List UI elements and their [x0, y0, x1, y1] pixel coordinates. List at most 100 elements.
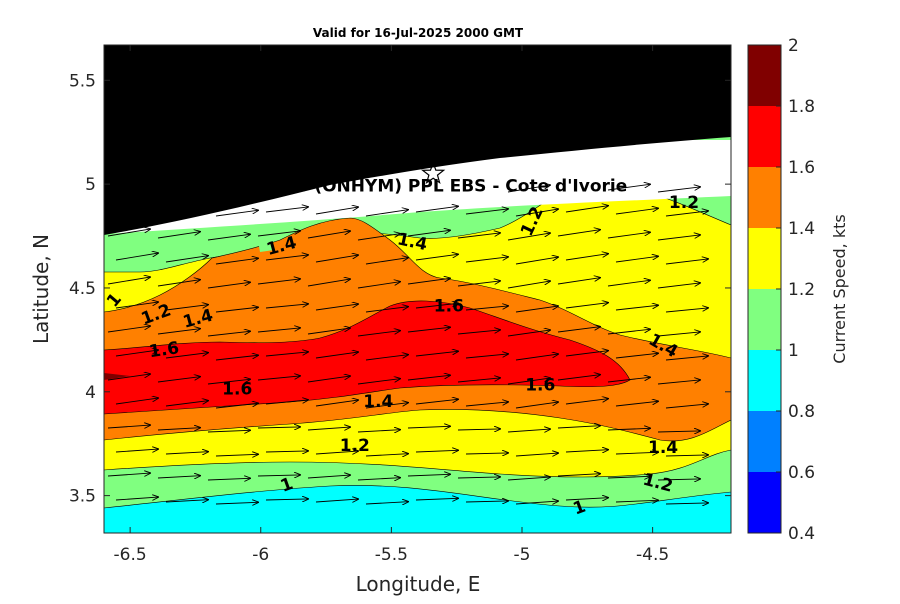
- contour-label: 1.6: [434, 297, 464, 317]
- x-tick-label: -4.5: [636, 545, 669, 565]
- y-tick-label: 5.5: [69, 71, 96, 91]
- contour-label: 1.6: [148, 338, 181, 362]
- current-arrow: [315, 400, 358, 407]
- current-arrow: [607, 377, 650, 383]
- current-arrow: [365, 258, 408, 265]
- current-arrow: [465, 257, 508, 263]
- current-arrow: [465, 306, 508, 311]
- current-arrow: [415, 254, 458, 261]
- current-arrow: [565, 254, 608, 261]
- current-arrow: [607, 329, 650, 335]
- colorbar-tick-label: 1.2: [788, 280, 815, 300]
- current-arrow: [107, 229, 150, 237]
- current-arrow: [357, 234, 400, 241]
- current-arrow: [257, 231, 300, 237]
- current-arrow: [557, 327, 600, 333]
- current-arrow: [665, 356, 708, 361]
- current-arrow: [357, 379, 400, 385]
- current-arrow: [465, 453, 508, 454]
- current-arrow: [407, 375, 450, 381]
- current-arrow: [615, 500, 658, 502]
- current-arrow: [465, 501, 508, 502]
- current-arrow: [307, 328, 350, 335]
- current-arrow: [365, 355, 408, 361]
- x-tick-label: -5: [514, 545, 531, 565]
- colorbar-swatch: [748, 411, 781, 472]
- current-arrow: [157, 232, 200, 239]
- current-arrow: [357, 282, 400, 289]
- current-arrow: [607, 280, 650, 287]
- current-arrow: [165, 500, 208, 502]
- current-arrow: [515, 306, 558, 313]
- current-arrow: [657, 283, 700, 289]
- current-arrow: [265, 400, 308, 405]
- current-arrow: [215, 258, 258, 265]
- contour-label: 1.4: [363, 392, 393, 412]
- current-arrow: [407, 278, 450, 285]
- current-arrow: [615, 208, 658, 215]
- current-arrow: [307, 231, 350, 239]
- current-arrow: [507, 233, 550, 241]
- contour-label: 1.4: [648, 438, 678, 458]
- colorbar-swatch: [748, 228, 781, 289]
- current-arrow: [307, 279, 350, 287]
- current-arrow: [157, 377, 200, 383]
- current-arrow: [557, 474, 600, 476]
- current-arrow: [657, 235, 700, 241]
- current-arrow: [665, 404, 708, 409]
- current-arrow: [107, 374, 150, 381]
- current-arrow: [115, 449, 158, 452]
- current-arrow: [457, 233, 500, 239]
- current-arrow: [165, 353, 208, 359]
- y-tick-label: 3.5: [69, 487, 96, 507]
- current-arrow: [257, 475, 300, 476]
- patch-1-2: [258, 236, 274, 252]
- current-arrow: [565, 498, 608, 500]
- colorbar-swatch: [748, 106, 781, 167]
- current-arrow: [107, 473, 150, 476]
- current-arrow: [615, 305, 658, 311]
- current-arrow: [515, 209, 558, 217]
- site-layer: CI-103 (ONHYM) PPL EBS - Cote d'Ivorie: [247, 160, 627, 197]
- current-arrow: [607, 232, 650, 239]
- x-axis: -6.5 -6 -5.5 -5 -4.5: [114, 45, 669, 565]
- colorbar-tick-label: 0.8: [788, 402, 815, 422]
- current-arrow: [215, 454, 258, 456]
- current-arrow: [515, 354, 558, 361]
- current-arrow: [365, 307, 408, 313]
- current-arrow: [215, 403, 258, 409]
- current-arrow: [665, 259, 708, 265]
- x-tick-label: -6.5: [114, 545, 147, 565]
- colorbar-swatch: [748, 350, 781, 411]
- current-arrow: [465, 402, 508, 407]
- colorbar-tick-label: 0.4: [788, 524, 815, 544]
- current-arrow: [365, 403, 408, 409]
- current-arrow: [457, 378, 500, 383]
- y-axis-label: Latitude, N: [29, 234, 53, 344]
- chart-title: Valid for 16-Jul-2025 2000 GMT: [313, 26, 524, 40]
- current-arrow: [407, 426, 450, 428]
- colorbar: 0.4 0.6 0.8 1 1.2 1.4 1.6 1.8 2: [747, 36, 815, 544]
- current-arrow: [265, 499, 308, 500]
- patch-1-4: [360, 252, 392, 259]
- current-arrow: [665, 211, 708, 217]
- current-arrow: [265, 255, 308, 261]
- current-arrow: [665, 308, 708, 313]
- current-arrow: [207, 331, 250, 337]
- current-arrow: [315, 499, 358, 502]
- colorbar-tick-label: 1: [788, 341, 799, 361]
- current-arrow: [165, 452, 208, 454]
- y-tick-label: 4.5: [69, 279, 96, 299]
- current-arrow: [107, 326, 150, 333]
- current-arrow: [507, 185, 550, 193]
- x-tick-label: -6: [252, 545, 269, 565]
- current-arrow: [665, 503, 708, 504]
- colorbar-tick-label: 1.4: [788, 219, 815, 239]
- axes-frame: [103, 44, 732, 534]
- current-arrow: [357, 331, 400, 337]
- current-arrow: [457, 477, 500, 478]
- current-arrow: [315, 304, 358, 311]
- current-arrow: [165, 401, 208, 407]
